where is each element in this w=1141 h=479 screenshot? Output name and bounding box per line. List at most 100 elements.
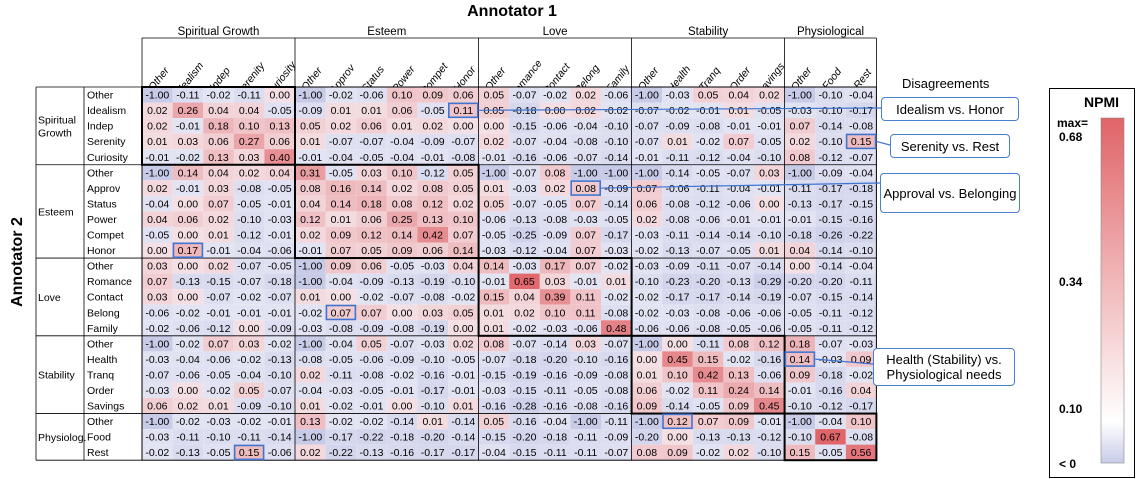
- cell-esteem-status-x-esteem-approv: [325, 195, 357, 212]
- column-group-physiological: Physiological: [797, 26, 864, 38]
- cell-spiritual-growth-serenity-x-esteem-status: [356, 133, 387, 150]
- cell-stability-savings-x-love-romance-value: -0.28: [513, 401, 537, 413]
- cell-physiological-food-x-stability-order-value: -0.13: [727, 432, 751, 444]
- cell-love-belong-x-physiological-other-value: -0.05: [788, 307, 812, 319]
- cell-love-other-x-esteem-honor: [448, 258, 479, 274]
- cell-physiological-other-x-spiritual-growth-indep-value: -0.03: [207, 416, 231, 428]
- cell-stability-order-x-love-contact-value: -0.11: [544, 385, 567, 397]
- cell-love-family-x-spiritual-growth-serenity-value: 0.00: [239, 323, 260, 335]
- cell-stability-health-x-spiritual-growth-serenity: [233, 351, 265, 367]
- cell-physiological-rest-x-love-romance: [509, 444, 540, 461]
- cell-stability-other-x-stability-order: [723, 335, 754, 352]
- cell-spiritual-growth-serenity-x-esteem-approv: [325, 133, 357, 150]
- cell-stability-order-x-stability-order: [723, 382, 754, 398]
- cell-spiritual-growth-serenity-x-spiritual-growth-curiosity-value: 0.06: [269, 136, 290, 148]
- cell-physiological-other-x-spiritual-growth-other: [142, 413, 173, 430]
- cell-love-romance-x-love-other-value: -0.01: [482, 276, 506, 288]
- cell-physiological-food-x-esteem-power: [386, 429, 418, 445]
- cell-esteem-other-x-esteem-other-value: 0.31: [300, 167, 321, 179]
- cell-spiritual-growth-curiosity-x-love-romance-value: -0.16: [513, 152, 537, 164]
- cell-stability-health-x-esteem-compet-value: -0.10: [421, 354, 445, 366]
- cell-love-family-x-esteem-power-value: -0.08: [390, 323, 414, 335]
- cell-physiological-food-x-stability-order: [723, 429, 754, 445]
- cell-love-belong-x-physiological-rest: [845, 304, 877, 321]
- cell-spiritual-growth-idealism-x-esteem-honor: [448, 102, 479, 119]
- cell-spiritual-growth-idealism-x-stability-tranq: [692, 102, 724, 119]
- cell-spiritual-growth-serenity-x-spiritual-growth-idealism-value: 0.03: [178, 136, 199, 148]
- cell-esteem-power-x-esteem-status-value: 0.06: [361, 214, 382, 226]
- cell-spiritual-growth-curiosity-x-physiological-other: [784, 149, 816, 165]
- cell-esteem-power-x-spiritual-growth-indep-value: 0.02: [208, 214, 229, 226]
- cell-physiological-food-x-stability-other: [631, 429, 663, 445]
- cell-love-belong-x-esteem-other-value: -0.02: [298, 307, 322, 319]
- cell-physiological-food-x-esteem-power-value: -0.18: [390, 432, 414, 444]
- cell-love-other-x-stability-order: [723, 258, 754, 274]
- cell-physiological-other-x-love-belong-value: -1.00: [574, 416, 598, 428]
- highlight-box-7: [662, 413, 693, 430]
- cell-spiritual-growth-serenity-x-love-contact-value: -0.04: [543, 136, 567, 148]
- cell-esteem-other-x-love-other-value: -1.00: [482, 167, 506, 179]
- cell-love-other-x-esteem-other-value: -1.00: [298, 261, 322, 273]
- cell-physiological-food-x-esteem-honor: [448, 429, 479, 445]
- cell-love-contact-x-stability-savings: [754, 289, 785, 305]
- cell-spiritual-growth-idealism-x-spiritual-growth-curiosity-value: -0.05: [268, 105, 292, 117]
- cell-stability-tranq-x-esteem-approv-value: -0.11: [329, 369, 352, 381]
- cell-esteem-approv-x-stability-tranq-value: -0.11: [697, 183, 720, 195]
- cell-spiritual-growth-curiosity-x-esteem-approv-value: -0.04: [329, 152, 353, 164]
- cell-spiritual-growth-other-x-esteem-power-value: 0.10: [392, 90, 413, 102]
- cell-esteem-other-x-stability-savings: [754, 164, 785, 181]
- cell-esteem-compet-x-spiritual-growth-curiosity-value: -0.01: [268, 230, 292, 242]
- cell-physiological-food-x-love-romance: [509, 429, 540, 445]
- cell-stability-tranq-x-stability-savings: [754, 366, 785, 383]
- cell-love-family-x-stability-savings: [754, 320, 785, 336]
- cell-esteem-status-x-physiological-other: [784, 195, 816, 212]
- cell-love-contact-x-spiritual-growth-idealism: [172, 289, 204, 305]
- cell-stability-savings-x-spiritual-growth-serenity-value: -0.09: [237, 401, 261, 413]
- cell-esteem-power-x-esteem-status: [356, 211, 387, 227]
- cell-stability-health-x-esteem-compet: [417, 351, 448, 367]
- row-label-spiritual-growth-idealism: Idealism: [87, 105, 126, 117]
- cell-love-other-x-love-contact: [539, 258, 571, 274]
- cell-esteem-other-x-esteem-status: [356, 164, 387, 181]
- cell-spiritual-growth-indep-x-esteem-compet-value: 0.02: [422, 121, 443, 133]
- cell-esteem-honor-x-physiological-food-value: -0.14: [819, 245, 843, 257]
- highlight-box-3: [233, 444, 265, 461]
- cell-stability-order-x-spiritual-growth-curiosity: [264, 382, 295, 398]
- cell-esteem-power-x-stability-savings: [754, 211, 785, 227]
- cell-stability-health-x-stability-savings: [754, 351, 785, 367]
- cell-spiritual-growth-indep-x-love-family: [601, 118, 632, 134]
- cell-esteem-compet-x-physiological-other-value: -0.18: [788, 230, 812, 242]
- cell-stability-other-x-love-family-value: -0.07: [604, 338, 628, 350]
- cell-esteem-status-x-stability-other-value: 0.06: [637, 198, 658, 210]
- cell-stability-health-x-stability-health-value: 0.45: [667, 354, 688, 366]
- cell-physiological-other-x-spiritual-growth-idealism-value: -0.02: [176, 416, 200, 428]
- cell-stability-savings-x-spiritual-growth-serenity: [233, 398, 265, 414]
- cell-esteem-compet-x-stability-savings: [754, 226, 785, 243]
- cell-stability-health-x-spiritual-growth-indep-value: -0.06: [207, 354, 231, 366]
- cell-love-romance-x-physiological-other-value: -0.20: [788, 276, 812, 288]
- cell-spiritual-growth-indep-x-spiritual-growth-curiosity-value: 0.13: [269, 121, 290, 133]
- cell-love-family-x-spiritual-growth-curiosity-value: -0.09: [268, 323, 292, 335]
- cell-esteem-status-x-esteem-honor-value: 0.02: [453, 198, 474, 210]
- cell-love-other-x-spiritual-growth-idealism: [172, 258, 204, 274]
- cell-spiritual-growth-idealism-x-physiological-food-value: -0.10: [819, 105, 843, 117]
- cell-spiritual-growth-other-x-physiological-rest: [845, 87, 877, 103]
- cell-love-other-x-love-contact-value: 0.17: [545, 261, 566, 273]
- cell-esteem-other-x-spiritual-growth-curiosity: [264, 164, 295, 181]
- cell-spiritual-growth-idealism-x-esteem-power: [386, 102, 418, 119]
- cell-physiological-food-x-love-contact: [539, 429, 571, 445]
- cell-love-contact-x-stability-tranq-value: -0.17: [696, 292, 720, 304]
- cell-love-romance-x-stability-health-value: -0.23: [666, 276, 690, 288]
- cell-stability-savings-x-stability-savings: [754, 398, 785, 414]
- cell-spiritual-growth-idealism-x-love-romance-value: -0.18: [513, 105, 537, 117]
- cell-spiritual-growth-curiosity-x-esteem-honor-value: -0.08: [451, 152, 475, 164]
- cell-esteem-status-x-physiological-food-value: -0.17: [819, 198, 843, 210]
- cell-esteem-power-x-spiritual-growth-serenity: [233, 211, 265, 227]
- callout-leader-0: [478, 107, 882, 111]
- row-label-stability-order: Order: [87, 385, 114, 397]
- cell-spiritual-growth-serenity-x-spiritual-growth-idealism: [172, 133, 204, 150]
- cell-spiritual-growth-indep-x-esteem-other: [295, 118, 326, 134]
- cell-stability-savings-x-stability-order-value: 0.09: [728, 401, 749, 413]
- cell-love-romance-x-stability-other: [631, 273, 663, 290]
- cell-esteem-status-x-physiological-other-value: -0.13: [788, 198, 812, 210]
